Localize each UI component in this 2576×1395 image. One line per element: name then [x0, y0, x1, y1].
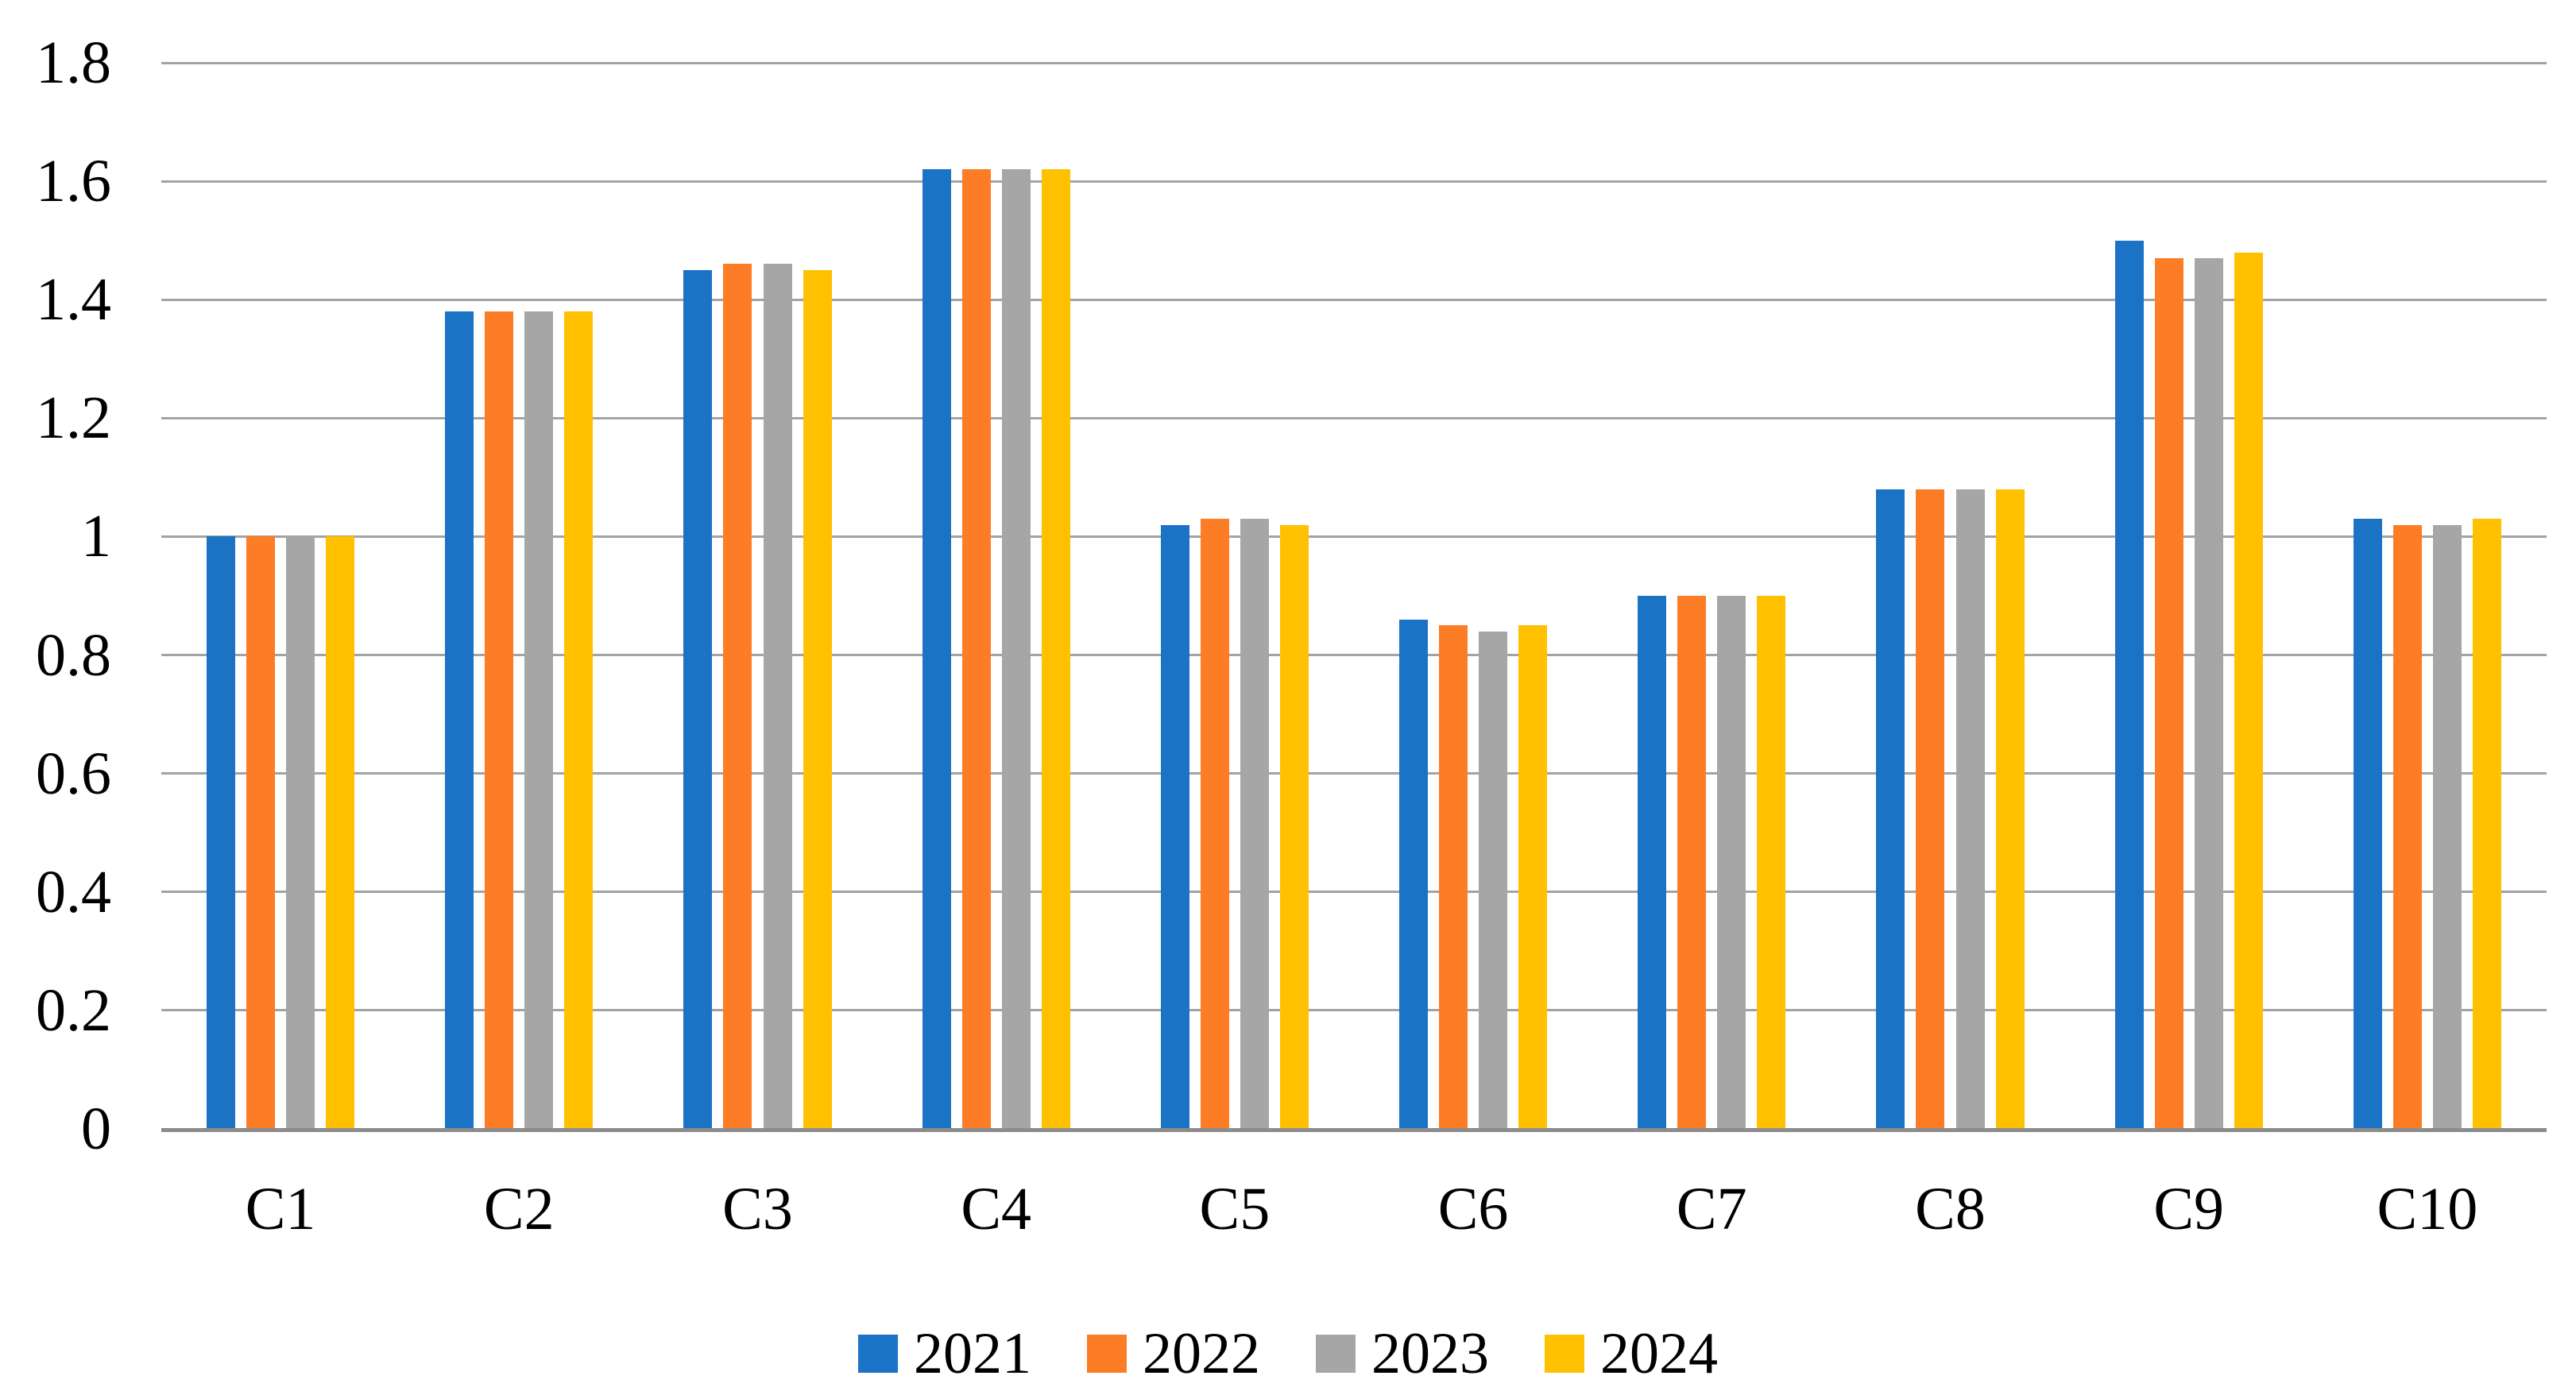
- y-tick-label: 0.6: [36, 740, 111, 807]
- legend-item-2024: 2024: [1545, 1324, 1718, 1383]
- bar-c8-2022: [1916, 489, 1945, 1129]
- bar-c5-2023: [1240, 519, 1269, 1129]
- legend-label: 2022: [1143, 1321, 1260, 1386]
- x-category-label: C2: [483, 1176, 555, 1242]
- bar-c4-2023: [1001, 169, 1031, 1129]
- y-tick-label: 1.4: [36, 266, 111, 334]
- legend-label: 2021: [914, 1321, 1031, 1386]
- legend-swatch-2023: [1316, 1335, 1356, 1373]
- bar-c7-2022: [1677, 596, 1707, 1129]
- legend: 2021 2022 2023 2024: [0, 1316, 2576, 1392]
- legend-item-2023: 2023: [1316, 1324, 1489, 1383]
- bar-c10-2023: [2432, 524, 2462, 1129]
- y-tick-label: 1.8: [36, 29, 111, 96]
- bar-c8-2024: [1995, 489, 2025, 1129]
- x-category-label: C3: [722, 1176, 793, 1242]
- gridline: [161, 180, 2547, 183]
- bar-c9-2021: [2114, 240, 2144, 1129]
- x-axis-line: [161, 1128, 2547, 1132]
- bar-c4-2022: [961, 169, 991, 1129]
- x-category-label: C1: [245, 1176, 316, 1242]
- bar-c1-2024: [326, 536, 355, 1129]
- bar-c6-2021: [1398, 619, 1428, 1129]
- bar-c5-2022: [1200, 519, 1229, 1129]
- gridline: [161, 654, 2547, 657]
- y-tick-label: 1.2: [36, 384, 111, 452]
- bar-c7-2023: [1717, 596, 1746, 1129]
- bar-c4-2024: [1041, 169, 1070, 1129]
- x-category-label: C10: [2377, 1176, 2478, 1242]
- bar-c7-2021: [1638, 596, 1667, 1129]
- bar-c9-2023: [2194, 258, 2223, 1129]
- legend-swatch-2022: [1087, 1335, 1127, 1373]
- x-category-label: C6: [1437, 1176, 1509, 1242]
- y-tick-label: 0.2: [36, 976, 111, 1044]
- y-tick-label: 0.4: [36, 858, 111, 925]
- bar-c2-2021: [445, 311, 474, 1129]
- gridline: [161, 535, 2547, 538]
- bar-c3-2023: [763, 264, 792, 1129]
- bar-c3-2022: [723, 264, 752, 1129]
- bar-c2-2024: [564, 311, 594, 1129]
- legend-item-2021: 2021: [858, 1324, 1031, 1383]
- bar-c9-2022: [2154, 258, 2183, 1129]
- bar-c8-2021: [1876, 489, 1905, 1129]
- y-tick-label: 1.6: [36, 148, 111, 215]
- legend-label: 2023: [1371, 1321, 1489, 1386]
- gridline: [161, 416, 2547, 419]
- bar-c10-2024: [2473, 519, 2502, 1129]
- bar-c6-2022: [1439, 625, 1468, 1129]
- bar-c3-2024: [803, 269, 832, 1129]
- bar-c10-2021: [2353, 519, 2382, 1129]
- bar-c6-2023: [1479, 631, 1508, 1129]
- bar-c1-2021: [206, 536, 235, 1129]
- bar-c5-2021: [1160, 524, 1189, 1129]
- bar-c6-2024: [1518, 625, 1548, 1129]
- bar-c8-2023: [1955, 489, 1985, 1129]
- bar-c1-2023: [286, 536, 315, 1129]
- x-category-label: C5: [1199, 1176, 1271, 1242]
- y-tick-label: 0: [81, 1096, 111, 1162]
- x-category-label: C9: [2153, 1176, 2225, 1242]
- bar-c3-2021: [683, 269, 713, 1129]
- bar-c1-2022: [246, 536, 276, 1129]
- bar-c7-2024: [1757, 596, 1786, 1129]
- legend-swatch-2024: [1545, 1335, 1584, 1373]
- y-tick-label: 0.8: [36, 621, 111, 689]
- x-category-label: C7: [1676, 1176, 1747, 1242]
- bar-c9-2024: [2234, 252, 2263, 1129]
- y-tick-label: 1: [81, 503, 111, 570]
- gridline: [161, 61, 2547, 64]
- x-category-label: C4: [961, 1176, 1032, 1242]
- bar-c10-2022: [2392, 524, 2422, 1129]
- gridline: [161, 1009, 2547, 1012]
- legend-swatch-2021: [858, 1335, 898, 1373]
- gridline: [161, 772, 2547, 775]
- gridline: [161, 298, 2547, 301]
- x-category-label: C8: [1915, 1176, 1986, 1242]
- bar-c2-2022: [485, 311, 514, 1129]
- bar-c5-2024: [1280, 524, 1309, 1129]
- bar-c4-2021: [922, 169, 951, 1129]
- bar-c2-2023: [524, 311, 554, 1129]
- gridline: [161, 891, 2547, 894]
- legend-item-2022: 2022: [1087, 1324, 1260, 1383]
- legend-label: 2024: [1600, 1321, 1718, 1386]
